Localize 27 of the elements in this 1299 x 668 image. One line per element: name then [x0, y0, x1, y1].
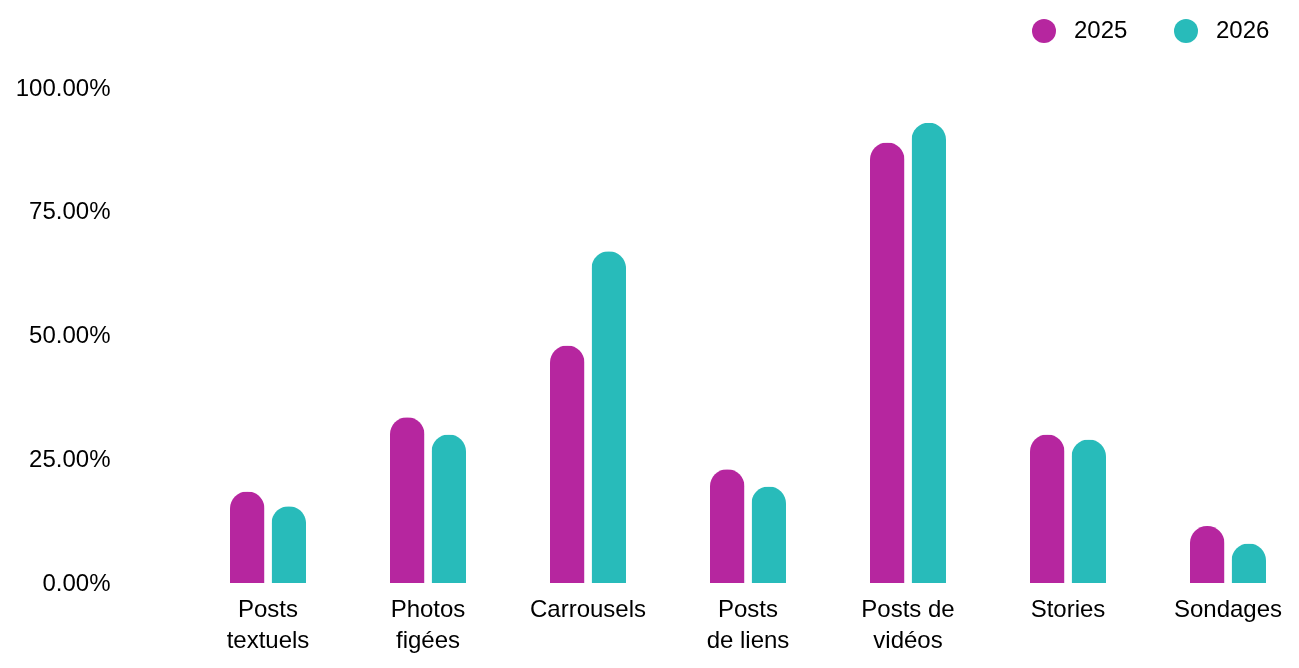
- bar: [1190, 526, 1225, 583]
- bar: [271, 506, 306, 583]
- bar: [550, 345, 585, 583]
- y-tick-label: 100.00%: [15, 73, 111, 101]
- y-tick-label: 50.00%: [29, 321, 111, 348]
- bar: [230, 491, 265, 583]
- bar: [1030, 434, 1065, 583]
- x-tick-label: Posts textuels: [226, 594, 310, 653]
- bar: [710, 469, 745, 583]
- x-tick-label: Posts de liens: [706, 594, 790, 653]
- bar: [870, 142, 905, 583]
- y-tick-label: 75.00%: [29, 197, 111, 225]
- x-tick-label: Sondages: [1173, 594, 1283, 622]
- bar: [751, 486, 786, 583]
- legend-label: 2026: [1216, 16, 1270, 43]
- y-tick-label: 0.00%: [42, 568, 111, 596]
- bar: [591, 251, 626, 583]
- bar: [390, 417, 425, 583]
- bar: [431, 434, 466, 583]
- legend-label: 2025: [1074, 16, 1128, 43]
- bar: [911, 122, 946, 583]
- x-tick-label: Stories: [1030, 594, 1106, 622]
- x-tick-label: Posts de vidéos: [861, 594, 955, 653]
- x-tick-label: Photos figées: [390, 594, 466, 653]
- x-tick-label: Carrousels: [529, 594, 647, 622]
- y-tick-label: 25.00%: [29, 444, 111, 472]
- bar: [1071, 439, 1106, 583]
